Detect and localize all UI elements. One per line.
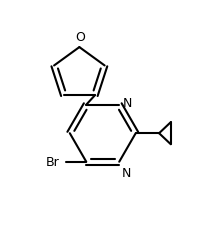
Text: O: O xyxy=(75,31,85,44)
Text: N: N xyxy=(122,97,132,110)
Text: N: N xyxy=(121,166,131,179)
Text: Br: Br xyxy=(46,155,60,168)
